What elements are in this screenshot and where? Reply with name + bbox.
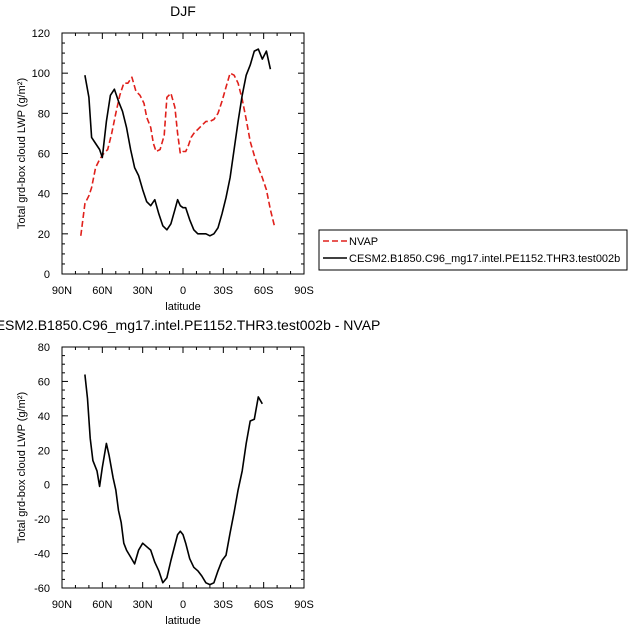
plot-frame-1 [61,346,305,589]
x-tick-label: 60N [92,599,112,611]
x-tick-label: 30N [133,285,153,297]
y-tick-label: 20 [38,229,50,241]
y-tick-label: 60 [38,376,50,388]
series-line-difference [84,374,263,586]
x-tick-label: 30N [133,599,153,611]
y-tick-label: 80 [38,108,50,120]
y-tick-label: 60 [38,149,50,161]
plot-frame-0 [61,32,305,275]
x-tick-label: 60S [254,285,274,297]
series-line-cesm2-b1850-c96-mg17-intel-pe1 [84,48,272,237]
x-axis-label-0: latitude [165,301,200,313]
x-tick-label: 90N [52,285,72,297]
legend-label: CESM2.B1850.C96_mg17.intel.PE1152.THR3.t… [349,253,620,265]
y-tick-label: 0 [44,269,50,281]
y-tick-label: -40 [34,549,50,561]
x-tick-label: 60S [254,599,274,611]
legend-box [318,229,628,271]
x-tick-label: 0 [180,599,186,611]
y-tick-label: 100 [32,68,50,80]
y-tick-label: 40 [38,189,50,201]
x-tick-label: 90N [52,599,72,611]
x-tick-label: 90S [294,285,314,297]
x-tick-label: 30S [214,599,234,611]
y-tick-label: -20 [34,514,50,526]
x-tick-label: 90S [294,599,314,611]
y-axis-label-0: Total grd-box cloud LWP (g/m²) [16,78,28,229]
series-line-nvap [80,72,276,236]
y-tick-label: 40 [38,411,50,423]
x-tick-label: 30S [214,285,234,297]
y-tick-label: 80 [38,342,50,354]
legend-label: NVAP [349,236,378,248]
y-tick-label: 20 [38,445,50,457]
x-tick-label: 0 [180,285,186,297]
chart-title-1: CESM2.B1850.C96_mg17.intel.PE1152.THR3.t… [0,317,380,333]
x-tick-label: 60N [92,285,112,297]
y-tick-label: 120 [32,28,50,40]
y-axis-label-1: Total grd-box cloud LWP (g/m²) [16,392,28,543]
x-axis-label-1: latitude [165,615,200,627]
chart-title-0: DJF [170,3,196,19]
y-tick-label: -60 [34,583,50,595]
y-tick-label: 0 [44,480,50,492]
